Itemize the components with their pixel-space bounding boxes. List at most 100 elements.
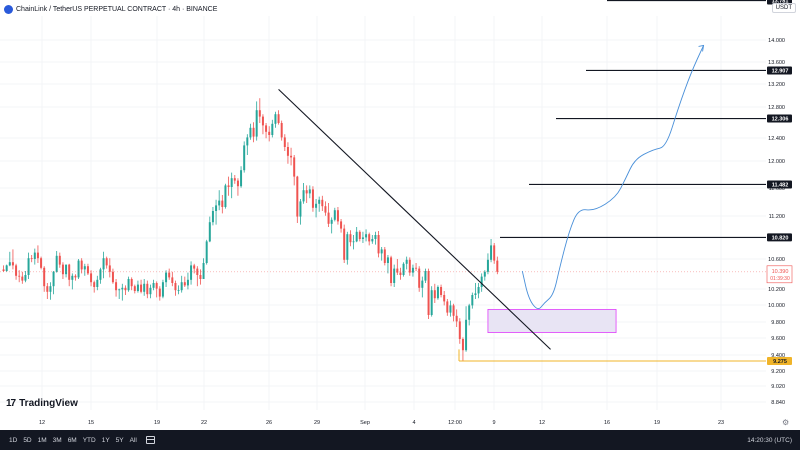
price-tick-label: 13.600 [768,60,785,66]
level-price-label: 12.306 [772,117,789,123]
candle-body [280,123,283,138]
candle-body [249,127,252,138]
level-price-label: 9.275 [773,359,787,365]
symbol-title: ChainLink / TetherUS PERPETUAL CONTRACT … [16,5,218,13]
time-tick-label: 9 [492,420,495,426]
candle-body [196,268,199,275]
candle-body [177,290,180,291]
candle-body [415,267,418,269]
price-axis: 14.000 13.600 13.200 12.800 12.400 12.000 11.6… [766,0,793,406]
candle-body [333,210,336,220]
candle-body [158,288,161,297]
timeframe-5y[interactable]: 5Y [115,436,124,444]
candle-body [36,252,39,259]
price-tick-label: 13.200 [768,82,785,88]
candle-body [5,265,8,271]
price-tick-label: 8.840 [771,400,785,406]
candle-body [430,290,433,315]
candle-body [52,271,55,287]
candle-body [386,257,389,263]
timeframe-1y[interactable]: 1Y [101,436,110,444]
candle-body [352,241,355,243]
time-tick-label: 19 [154,420,160,426]
candle-body [461,339,464,351]
level-price-tag [767,114,792,123]
candle-body [193,265,196,269]
candle-body [74,275,77,278]
price-tick-label: 10.200 [768,287,785,293]
level-price-tag [767,180,792,189]
candle-body [480,276,483,287]
demand-zone-box [487,308,617,333]
timeframe-ytd[interactable]: YTD [82,436,96,444]
level-price-tag [767,66,792,75]
timeframe-1m[interactable]: 1M [37,436,47,444]
candle-body [71,275,74,280]
candle-body [393,268,396,283]
candle-body [346,234,349,260]
candle-body [396,268,399,273]
candle-body [308,189,311,194]
candle-body [143,283,146,292]
settings-gear-icon[interactable]: ⚙ [782,418,790,427]
candle-body [11,262,14,266]
candle-body [46,286,49,292]
time-tick-label: 26 [266,420,272,426]
candle-body [121,287,124,290]
candle-body [168,272,171,278]
candle-body [221,200,224,207]
candle-body [340,221,343,229]
candle-body [118,289,121,291]
candle-body [243,145,246,171]
candle-body [149,287,152,295]
calendar-icon[interactable] [145,436,155,444]
candle-body [343,228,346,260]
candle-body [227,185,230,187]
candle-body [8,262,11,266]
candle-body [265,125,268,132]
price-tick-label: 9.400 [771,353,785,359]
price-tick-label: 9.200 [771,369,785,375]
candle-body [268,131,271,135]
candle-body [152,283,155,288]
downtrend-line [278,89,551,350]
price-chart[interactable]: 14.000 13.600 13.200 12.800 12.400 12.000 11.6… [0,0,800,430]
timeframe-3m[interactable]: 3M [52,436,62,444]
candle-body [258,110,261,117]
candle-body [490,245,493,260]
candle-body [186,279,189,286]
time-tick-label: 29 [314,420,320,426]
candle-body [327,212,330,224]
candle-body [18,275,21,277]
candle-body [271,123,274,135]
chart-title: ChainLink / TetherUS PERPETUAL CONTRACT … [4,3,217,15]
candle-body [246,137,249,146]
candle-body [399,272,402,275]
candle-body [380,249,383,254]
timeframe-all[interactable]: All [129,436,137,444]
candle-body [190,265,193,280]
candle-body [302,190,305,202]
candle-body [211,211,214,223]
currency-selector[interactable]: USDT [771,3,796,13]
time-tick-label: 23 [718,420,724,426]
time-tick-label: 12 [539,420,545,426]
candle-body [349,234,352,243]
candle-body [68,264,71,280]
candle-body [99,269,102,280]
level-price-label: 10.820 [772,235,789,241]
candle-body [21,276,24,281]
candle-body [318,199,321,204]
tradingview-mark-icon: 17 [6,398,16,409]
candle-body [408,259,411,273]
time-tick-label: 4 [412,420,415,426]
candle-body [102,258,105,270]
timeframe-5d[interactable]: 5D [23,436,32,444]
timeframe-1d[interactable]: 1D [9,436,18,444]
candle-body [174,283,177,291]
candle-body [483,271,486,277]
candle-body [83,266,86,270]
candle-body [208,222,211,242]
candle-body [165,272,168,283]
timeframe-6m[interactable]: 6M [67,436,77,444]
